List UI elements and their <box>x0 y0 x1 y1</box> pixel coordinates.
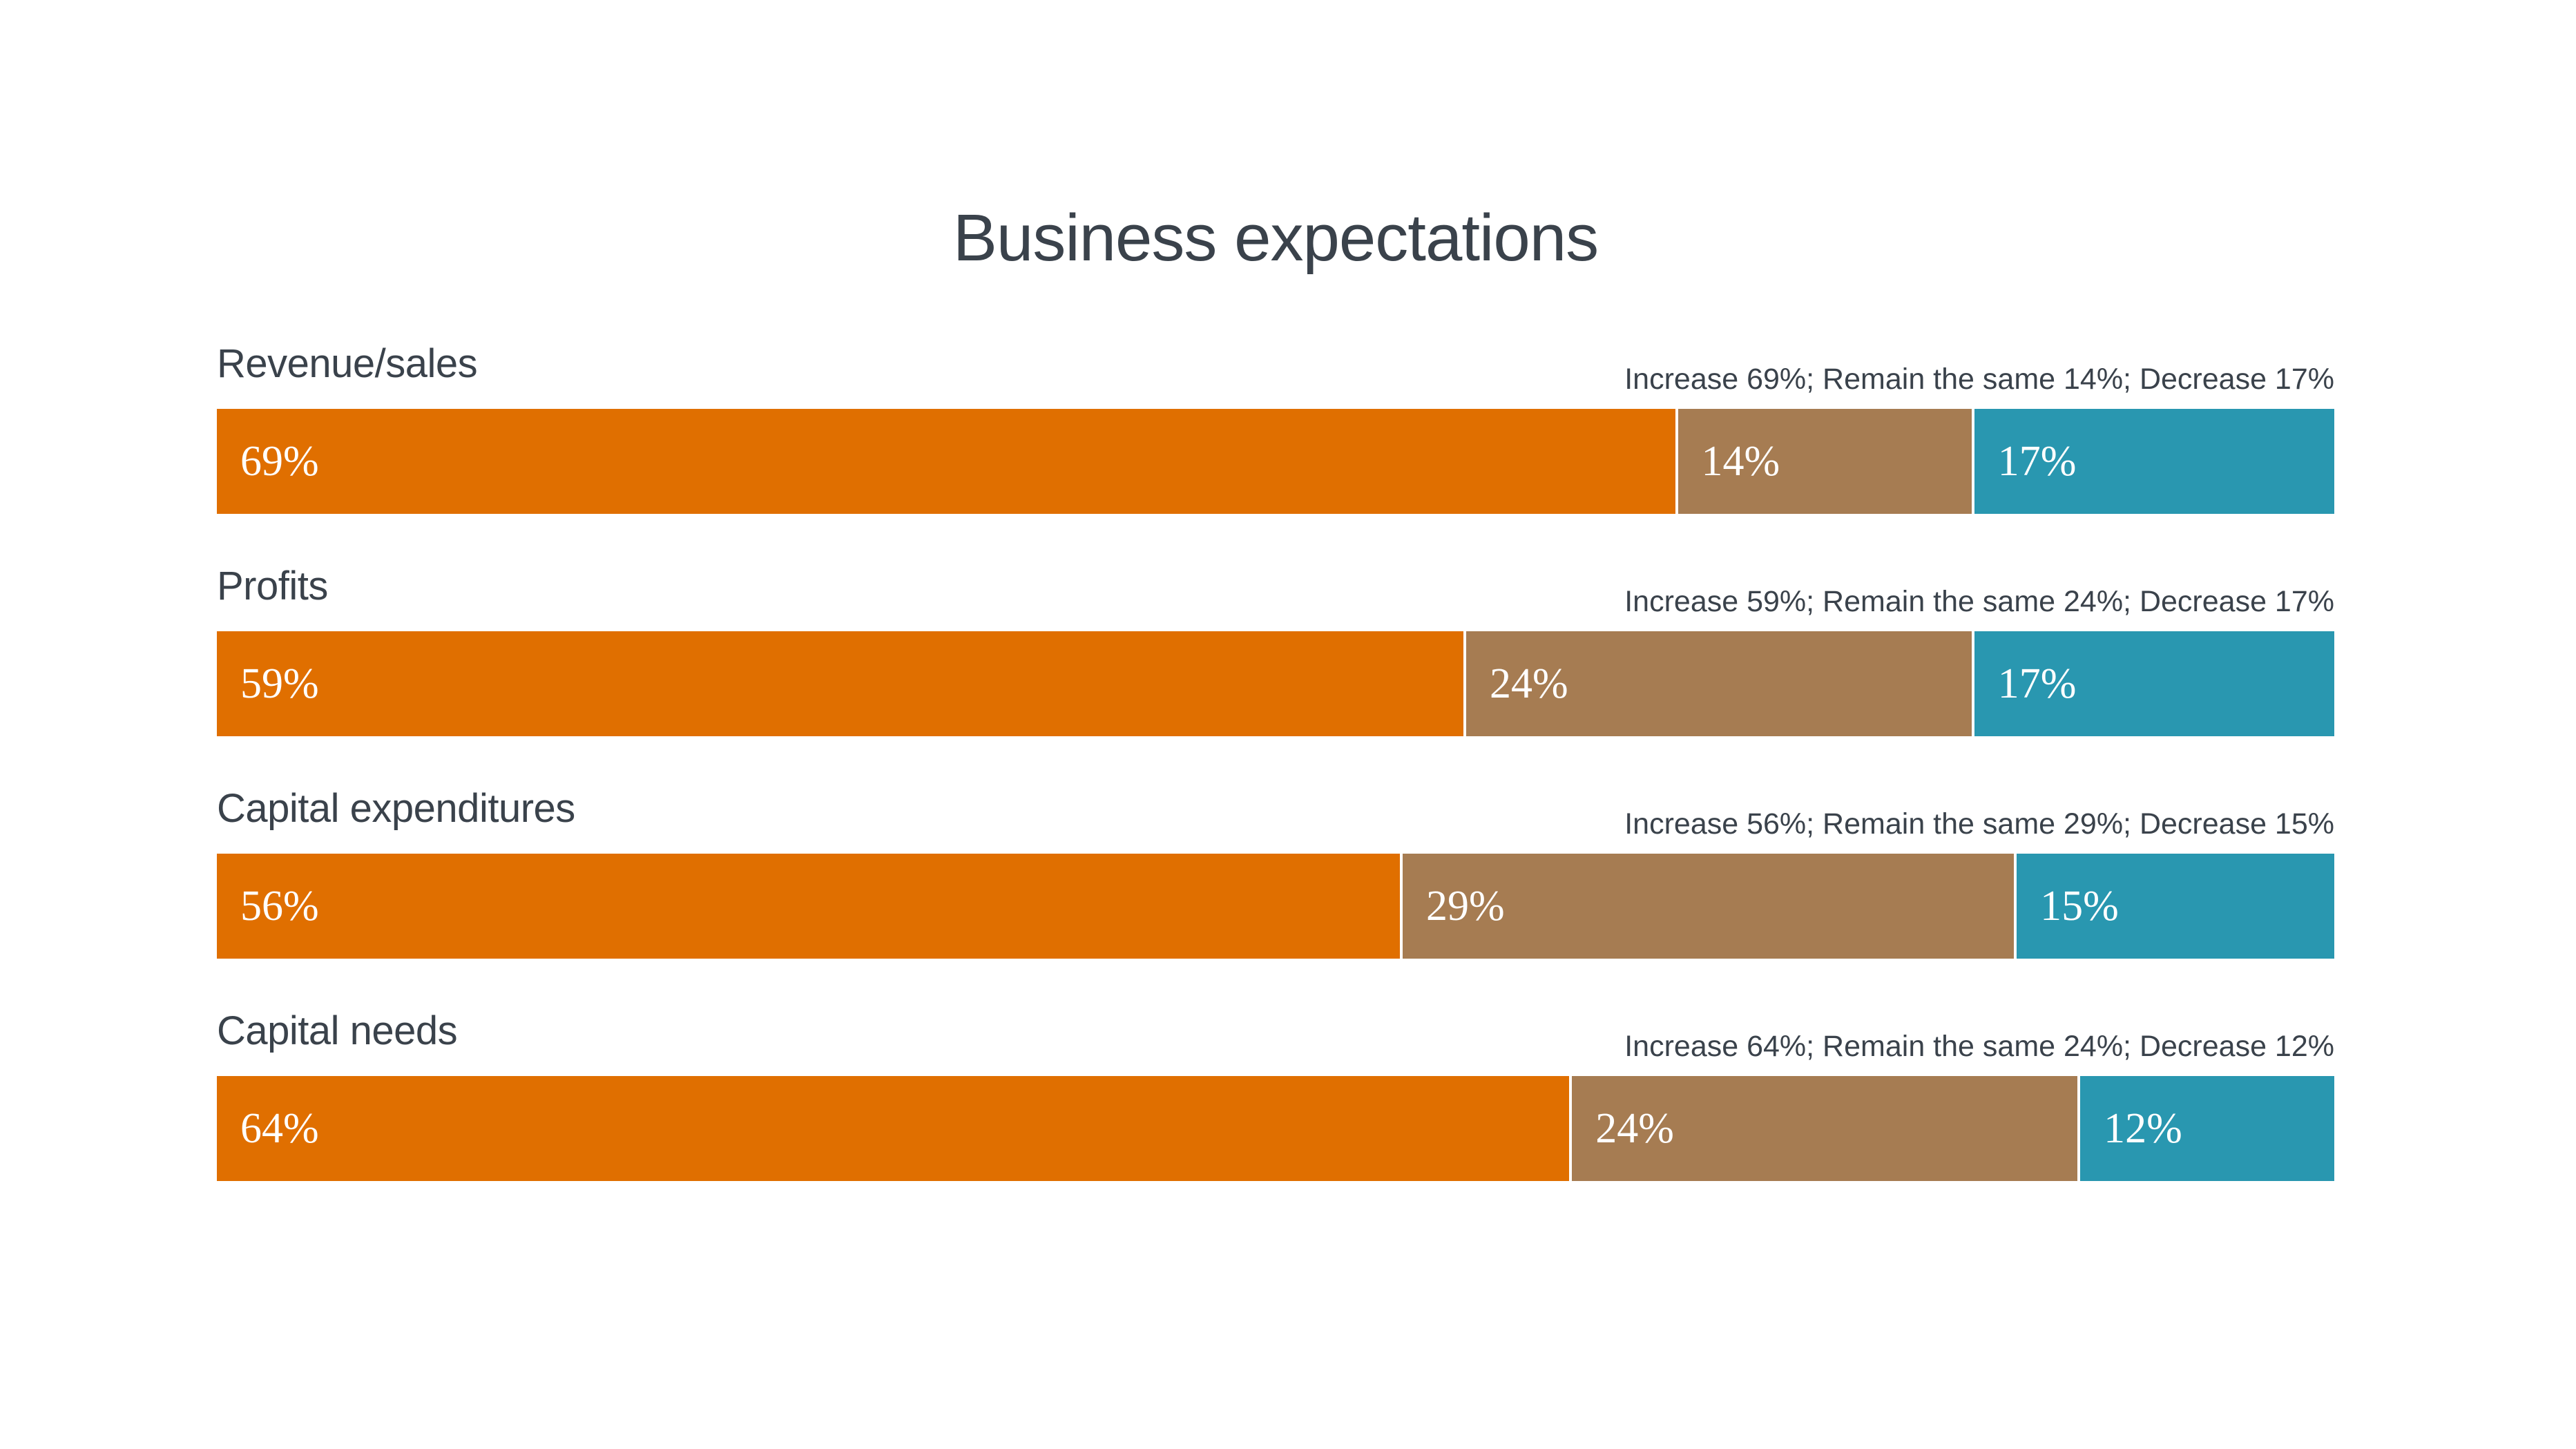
segment-value-label: 15% <box>2040 882 2119 930</box>
row-capital-expenditures: Capital expenditures Increase 56%; Remai… <box>217 785 2334 1007</box>
bar-segment-remain-the-same: 29% <box>1402 854 2017 959</box>
row-revenue-sales: Revenue/sales Increase 69%; Remain the s… <box>217 340 2334 562</box>
stacked-bar: 64% 24% 12% <box>217 1076 2334 1181</box>
row-capital-needs: Capital needs Increase 64%; Remain the s… <box>217 1007 2334 1229</box>
bar-segment-decrease: 17% <box>1974 631 2334 736</box>
row-profits: Profits Increase 59%; Remain the same 24… <box>217 562 2334 785</box>
bar-segment-decrease: 12% <box>2080 1076 2334 1181</box>
bar-segment-increase: 56% <box>217 854 1403 959</box>
bar-segment-increase: 69% <box>217 409 1678 514</box>
segment-value-label: 59% <box>240 660 319 707</box>
category-label: Capital expenditures <box>217 786 575 831</box>
category-label: Profits <box>217 564 328 608</box>
segment-value-label: 64% <box>240 1104 319 1152</box>
stacked-bar: 69% 14% 17% <box>217 409 2334 514</box>
row-annotation: Increase 56%; Remain the same 29%; Decre… <box>1624 807 2334 841</box>
segment-value-label: 29% <box>1425 882 1505 930</box>
row-annotation: Increase 69%; Remain the same 14%; Decre… <box>1624 363 2334 396</box>
row-annotation: Increase 64%; Remain the same 24%; Decre… <box>1624 1030 2334 1063</box>
stacked-bar: 56% 29% 15% <box>217 854 2334 959</box>
category-label: Revenue/sales <box>217 341 478 386</box>
segment-value-label: 24% <box>1489 660 1568 707</box>
bar-segment-decrease: 17% <box>1974 409 2334 514</box>
segment-value-label: 69% <box>240 437 319 485</box>
segment-value-label: 17% <box>1997 437 2077 485</box>
chart-title: Business expectations <box>952 201 1599 275</box>
segment-value-label: 24% <box>1595 1104 1674 1152</box>
bar-segment-remain-the-same: 24% <box>1572 1076 2081 1181</box>
row-annotation: Increase 59%; Remain the same 24%; Decre… <box>1624 585 2334 618</box>
segment-value-label: 56% <box>240 882 319 930</box>
bar-segment-remain-the-same: 14% <box>1678 409 1974 514</box>
bar-segment-decrease: 15% <box>2017 854 2334 959</box>
segment-value-label: 12% <box>2104 1104 2182 1152</box>
bar-segment-remain-the-same: 24% <box>1465 631 1974 736</box>
segment-value-label: 14% <box>1701 437 1780 485</box>
stacked-bar: 59% 24% 17% <box>217 631 2334 736</box>
bar-segment-increase: 64% <box>217 1076 1573 1181</box>
segment-value-label: 17% <box>1997 660 2077 707</box>
category-label: Capital needs <box>217 1008 458 1053</box>
bar-segment-increase: 59% <box>217 631 1466 736</box>
